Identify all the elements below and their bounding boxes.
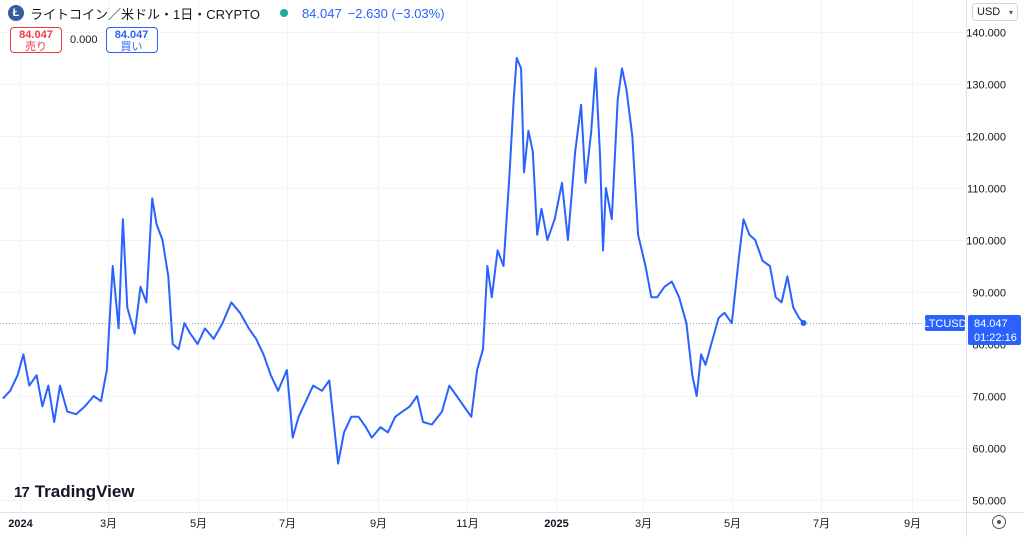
x-tick-label: 3月 (635, 518, 652, 530)
x-tick-label: 11月 (456, 518, 478, 530)
last-price-label-bg (968, 314, 1021, 345)
litecoin-icon[interactable]: Ł (8, 5, 24, 21)
buy-label: 買い (120, 41, 143, 53)
symbol-label: LTCUSD (923, 318, 966, 330)
symbol-label-bg (925, 314, 965, 331)
tradingview-logo[interactable]: 17 TradingView (14, 482, 135, 502)
y-tick-label: 110.000 (967, 184, 1006, 196)
sell-label: 売り (25, 41, 47, 53)
currency-select[interactable]: USD ▾ (972, 3, 1018, 21)
x-tick-label: 2025 (544, 518, 568, 530)
x-tick-label: 9月 (904, 518, 921, 530)
buy-price: 84.047 (114, 29, 149, 41)
y-tick-label: 90.000 (972, 288, 1006, 300)
last-price-label: 84.047 (974, 318, 1008, 330)
x-tick-label: 9月 (370, 518, 387, 530)
last-price: 84.047 (301, 5, 342, 21)
spread-value: 0.000 (70, 34, 98, 46)
y-tick-label: 140.000 (966, 28, 1006, 40)
sell-price: 84.047 (19, 29, 53, 41)
ltcusd-price-line (2, 57, 805, 465)
last-price-dot (800, 319, 807, 326)
y-tick-label: 60.000 (972, 444, 1006, 456)
y-tick-label: 50.000 (972, 496, 1006, 508)
tradingview-logo-text: TradingView (34, 482, 135, 501)
price-labels: LTCUSD 84.047 01:22:16 (923, 314, 1021, 345)
x-tick-label: 2024 (8, 518, 33, 530)
vertical-gridlines (20, 0, 913, 512)
x-tick-label: 3月 (100, 518, 117, 530)
countdown-label: 01:22:16 (974, 332, 1017, 344)
y-axis[interactable]: 50.00060.00070.00080.00090.000100.000110… (966, 28, 1006, 508)
y-tick-label: 100.000 (966, 236, 1006, 248)
y-tick-label: 120.000 (966, 132, 1006, 144)
settings-icon[interactable] (992, 515, 1006, 529)
x-tick-label: 5月 (190, 518, 207, 530)
symbol-title[interactable]: ライトコイン／米ドル・1日・CRYPTO (30, 6, 260, 22)
horizontal-gridlines (0, 32, 966, 501)
x-tick-label: 7月 (279, 518, 296, 530)
buy-button[interactable]: 84.047 買い (105, 27, 158, 53)
tradingview-logo-icon: 17 (14, 483, 30, 501)
y-tick-label: 70.000 (972, 392, 1006, 404)
price-change: −2.630 (−3.03%) (347, 5, 445, 21)
market-status-dot[interactable] (279, 9, 288, 17)
chart-header: Ł ライトコイン／米ドル・1日・CRYPTO 84.047 −2.630 (−3… (0, 0, 960, 26)
x-axis[interactable]: 2024 3月 5月 7月 9月 11月 2025 3月 5月 7月 9月 (8, 518, 921, 530)
x-tick-label: 7月 (813, 518, 830, 530)
sell-button[interactable]: 84.047 売り (10, 27, 62, 53)
chevron-down-icon: ▾ (1008, 7, 1013, 17)
y-tick-label: 130.000 (966, 80, 1006, 92)
currency-value: USD (977, 6, 1001, 18)
x-tick-label: 5月 (724, 518, 741, 530)
trade-buttons: 84.047 売り 0.000 84.047 買い (10, 27, 158, 53)
